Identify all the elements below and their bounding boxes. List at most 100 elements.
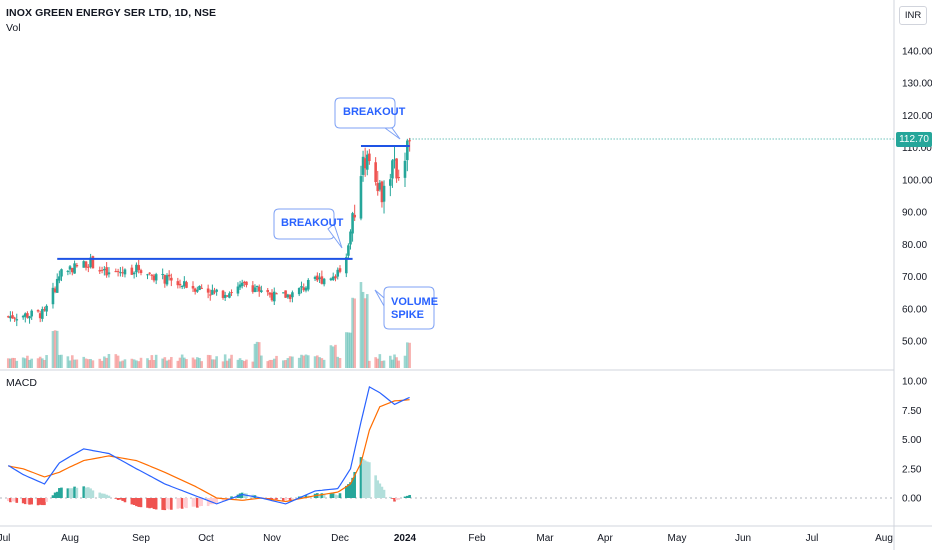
annotation-callouts[interactable] xyxy=(273,97,435,330)
macd-histogram-bar xyxy=(200,498,203,507)
time-tick-label: Nov xyxy=(263,533,281,544)
price-tick-label: 120.00 xyxy=(902,111,932,122)
candle-body xyxy=(260,290,263,293)
volume-bar xyxy=(408,342,411,368)
candle-body xyxy=(103,268,106,271)
macd-histogram-bar xyxy=(389,496,392,498)
volume-bar xyxy=(91,360,95,368)
volume-bar xyxy=(161,358,164,368)
candle-body xyxy=(66,270,70,272)
volume-bar xyxy=(45,355,48,368)
candle-body xyxy=(284,290,287,298)
macd-histogram-bar xyxy=(11,498,14,502)
time-tick-label: Jul xyxy=(806,533,819,544)
macd-histogram-bar xyxy=(378,483,382,498)
candle-body xyxy=(382,185,386,202)
macd-tick-label: 7.50 xyxy=(902,406,922,417)
volume-bar xyxy=(119,361,122,368)
symbol-title[interactable]: INOX GREEN ENERGY SER LTD, 1D, NSE xyxy=(6,7,217,19)
macd-histogram-bar xyxy=(75,487,79,498)
volume-spike-note[interactable]: VOLUME SPIKE xyxy=(391,296,438,322)
candle-body xyxy=(251,285,255,292)
candle-body xyxy=(91,256,95,269)
volume-bar xyxy=(344,332,348,368)
macd-histogram-bar xyxy=(107,495,111,498)
axes: 140.00 130.00 120.00 110.00 100.00 90.00 80.00… xyxy=(0,47,932,545)
macd-tick-label: 0.00 xyxy=(902,494,922,505)
candle-body xyxy=(154,274,158,281)
breakout-mid-bubble xyxy=(273,208,335,240)
candle-body xyxy=(230,292,233,294)
candle-body xyxy=(180,286,184,288)
candle-body xyxy=(268,292,272,295)
currency-button[interactable]: INR xyxy=(899,6,927,25)
volume-bar xyxy=(223,354,227,368)
macd-histogram-bar xyxy=(114,498,118,499)
breakout-top-note[interactable]: BREAKOUT xyxy=(343,106,406,118)
volume-bar xyxy=(208,355,212,368)
candle-body xyxy=(15,319,19,321)
volume-bar xyxy=(132,359,136,368)
volume-bar xyxy=(55,330,59,368)
volume-bar xyxy=(36,358,40,368)
macd-histogram-bar xyxy=(230,496,233,498)
volume-bar xyxy=(365,294,369,368)
volume-bar xyxy=(87,359,90,368)
candle-body xyxy=(266,289,270,293)
macd-histogram-bar xyxy=(338,493,342,498)
macd-histogram-bar xyxy=(105,494,108,498)
macd-histogram-bar xyxy=(28,498,31,505)
breakout-top-bubble-pointer xyxy=(383,127,401,140)
candle-body xyxy=(107,272,111,275)
volume-bar xyxy=(215,356,218,368)
volume-bar xyxy=(380,360,384,368)
macd-histogram-bar xyxy=(349,482,352,498)
volume-legend[interactable]: Vol xyxy=(6,22,21,34)
candle-body xyxy=(152,275,156,281)
volume-bar xyxy=(363,298,367,368)
macd-histogram-bar xyxy=(53,492,57,498)
candle-body xyxy=(60,269,63,277)
volume-bar xyxy=(200,361,203,368)
volume-bar xyxy=(105,357,108,368)
candle-body xyxy=(322,278,326,285)
macd-histogram-bar xyxy=(240,492,244,498)
time-tick-label: Oct xyxy=(198,533,214,544)
macd-histogram-bar xyxy=(344,485,348,498)
volume-bar xyxy=(291,356,294,368)
volume-bar xyxy=(178,357,182,368)
candle-body xyxy=(105,267,108,276)
time-tick-label: Jul xyxy=(0,533,10,544)
resistance-lines[interactable] xyxy=(57,138,894,260)
volume-bar xyxy=(167,359,171,368)
volume-bar xyxy=(368,360,371,368)
macd-histogram-bar xyxy=(382,489,386,498)
candle-body xyxy=(221,290,225,298)
macd-histogram-bar xyxy=(161,498,164,510)
volume-spike-line1: VOLUME xyxy=(391,296,439,308)
breakout-mid-note[interactable]: BREAKOUT xyxy=(281,217,344,229)
volume-bar xyxy=(376,358,380,368)
price-tick-label: 50.00 xyxy=(902,337,927,348)
macd-histogram-bar xyxy=(58,488,61,498)
candle-body xyxy=(211,289,214,295)
macd-legend[interactable]: MACD xyxy=(6,377,37,389)
candle-body xyxy=(6,316,10,318)
macd-histogram-bar xyxy=(228,498,231,499)
macd-tick-label: 10.00 xyxy=(902,377,927,388)
volume-bar xyxy=(70,355,74,368)
candle-body xyxy=(288,294,292,299)
macd-tick-label: 2.50 xyxy=(902,464,922,475)
macd-histogram-bar xyxy=(275,498,278,500)
candle-body xyxy=(349,231,352,245)
volume-bar xyxy=(306,355,310,368)
volume-bar xyxy=(391,359,394,368)
volume-bar xyxy=(165,360,169,368)
volume-bar xyxy=(139,357,143,368)
time-tick-label: May xyxy=(668,533,687,544)
candle-body xyxy=(36,310,40,312)
volume-bar xyxy=(378,354,382,368)
candle-body xyxy=(119,272,122,274)
volume-bar xyxy=(336,356,340,368)
